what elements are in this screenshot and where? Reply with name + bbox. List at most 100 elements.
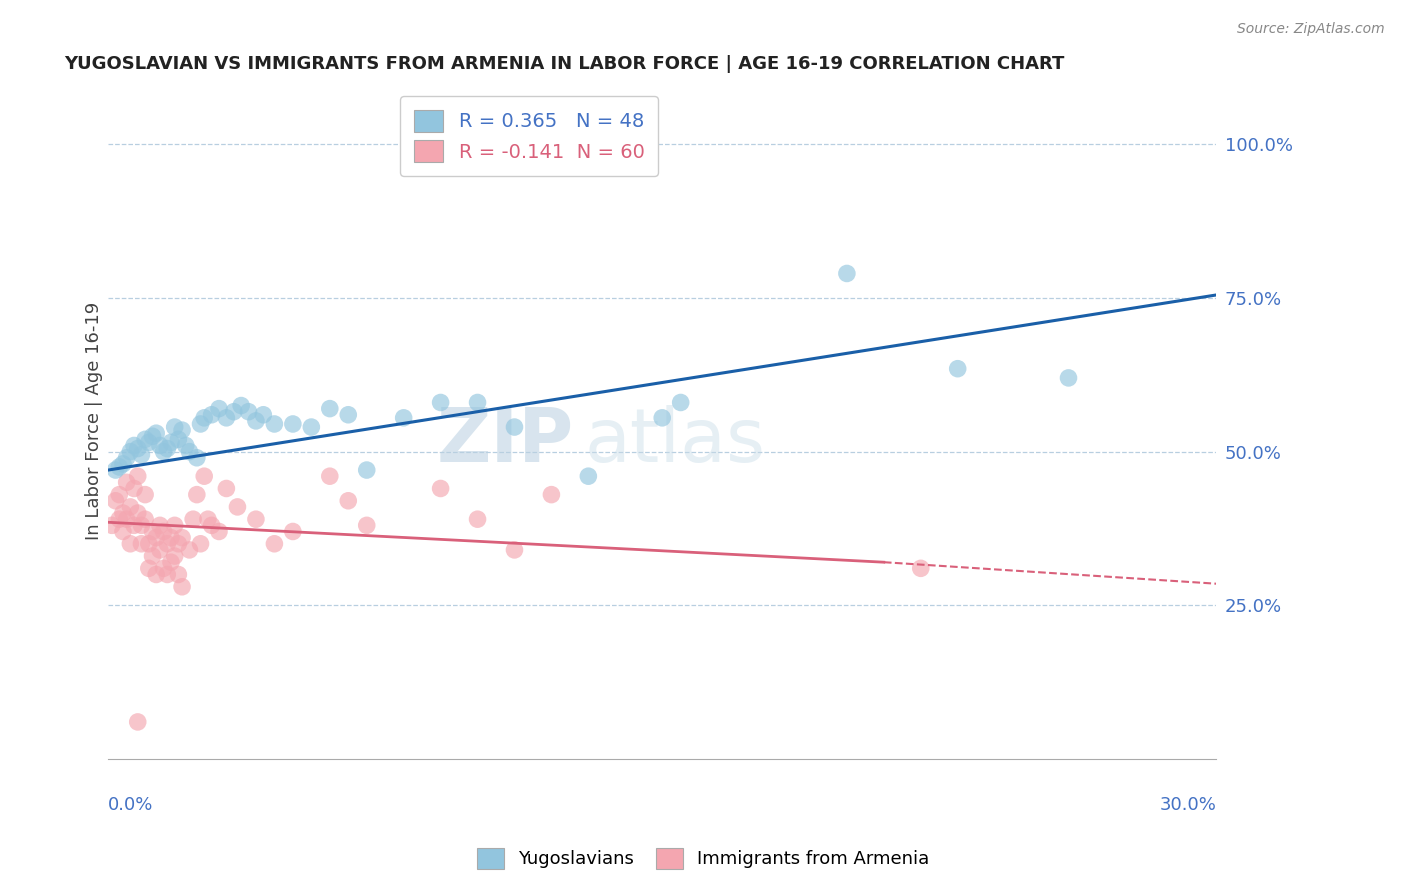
Point bbox=[215, 410, 238, 425]
Point bbox=[170, 531, 193, 545]
Point bbox=[910, 561, 932, 575]
Point bbox=[651, 410, 673, 425]
Point bbox=[156, 442, 179, 456]
Point bbox=[186, 488, 208, 502]
Point bbox=[122, 482, 145, 496]
Point bbox=[131, 448, 153, 462]
Point bbox=[226, 500, 249, 514]
Point bbox=[263, 417, 285, 431]
Point bbox=[122, 518, 145, 533]
Point bbox=[111, 457, 134, 471]
Y-axis label: In Labor Force | Age 16-19: In Labor Force | Age 16-19 bbox=[86, 301, 103, 540]
Point bbox=[208, 401, 231, 416]
Text: Source: ZipAtlas.com: Source: ZipAtlas.com bbox=[1237, 22, 1385, 37]
Point bbox=[145, 567, 167, 582]
Point bbox=[167, 537, 190, 551]
Point bbox=[120, 444, 142, 458]
Point bbox=[127, 506, 149, 520]
Point bbox=[170, 423, 193, 437]
Point bbox=[163, 420, 186, 434]
Point bbox=[145, 426, 167, 441]
Point bbox=[669, 395, 692, 409]
Point bbox=[245, 414, 267, 428]
Point bbox=[156, 567, 179, 582]
Text: ZIP: ZIP bbox=[436, 405, 574, 478]
Point bbox=[149, 542, 172, 557]
Text: 30.0%: 30.0% bbox=[1160, 796, 1216, 814]
Point bbox=[179, 444, 201, 458]
Point bbox=[152, 524, 174, 539]
Point bbox=[115, 512, 138, 526]
Point bbox=[190, 417, 212, 431]
Point bbox=[576, 469, 599, 483]
Point bbox=[120, 537, 142, 551]
Point bbox=[163, 549, 186, 563]
Point bbox=[222, 405, 245, 419]
Point bbox=[429, 395, 451, 409]
Point bbox=[337, 493, 360, 508]
Point bbox=[215, 482, 238, 496]
Point bbox=[503, 420, 526, 434]
Point bbox=[160, 555, 183, 569]
Point bbox=[108, 512, 131, 526]
Point bbox=[231, 399, 253, 413]
Point bbox=[138, 537, 160, 551]
Point bbox=[337, 408, 360, 422]
Point bbox=[122, 438, 145, 452]
Point bbox=[167, 433, 190, 447]
Point bbox=[131, 518, 153, 533]
Point bbox=[134, 512, 156, 526]
Point bbox=[281, 417, 304, 431]
Point bbox=[131, 537, 153, 551]
Point bbox=[108, 460, 131, 475]
Point bbox=[201, 518, 224, 533]
Point bbox=[193, 410, 215, 425]
Point bbox=[208, 524, 231, 539]
Point bbox=[167, 567, 190, 582]
Point bbox=[190, 537, 212, 551]
Point bbox=[467, 512, 489, 526]
Point bbox=[197, 512, 219, 526]
Point bbox=[163, 518, 186, 533]
Point bbox=[186, 450, 208, 465]
Point bbox=[127, 442, 149, 456]
Point bbox=[356, 518, 378, 533]
Point bbox=[104, 463, 127, 477]
Point bbox=[174, 438, 197, 452]
Point bbox=[127, 469, 149, 483]
Point bbox=[160, 531, 183, 545]
Point bbox=[319, 401, 342, 416]
Point bbox=[201, 408, 224, 422]
Point bbox=[115, 475, 138, 490]
Point bbox=[392, 410, 415, 425]
Point bbox=[145, 531, 167, 545]
Point bbox=[152, 444, 174, 458]
Point bbox=[134, 488, 156, 502]
Point bbox=[138, 561, 160, 575]
Point bbox=[540, 488, 562, 502]
Point bbox=[115, 450, 138, 465]
Legend: R = 0.365   N = 48, R = -0.141  N = 60: R = 0.365 N = 48, R = -0.141 N = 60 bbox=[401, 96, 658, 176]
Point bbox=[108, 488, 131, 502]
Point bbox=[134, 433, 156, 447]
Point bbox=[111, 506, 134, 520]
Point bbox=[181, 512, 204, 526]
Text: atlas: atlas bbox=[585, 405, 766, 478]
Point bbox=[160, 435, 183, 450]
Point bbox=[170, 580, 193, 594]
Point bbox=[252, 408, 274, 422]
Text: 0.0%: 0.0% bbox=[108, 796, 153, 814]
Point bbox=[319, 469, 342, 483]
Point bbox=[263, 537, 285, 551]
Legend: Yugoslavians, Immigrants from Armenia: Yugoslavians, Immigrants from Armenia bbox=[470, 840, 936, 876]
Point bbox=[141, 429, 163, 443]
Point bbox=[101, 518, 124, 533]
Point bbox=[141, 549, 163, 563]
Point bbox=[104, 493, 127, 508]
Point bbox=[127, 714, 149, 729]
Point bbox=[356, 463, 378, 477]
Point bbox=[149, 438, 172, 452]
Point bbox=[179, 542, 201, 557]
Point bbox=[946, 361, 969, 376]
Point bbox=[120, 500, 142, 514]
